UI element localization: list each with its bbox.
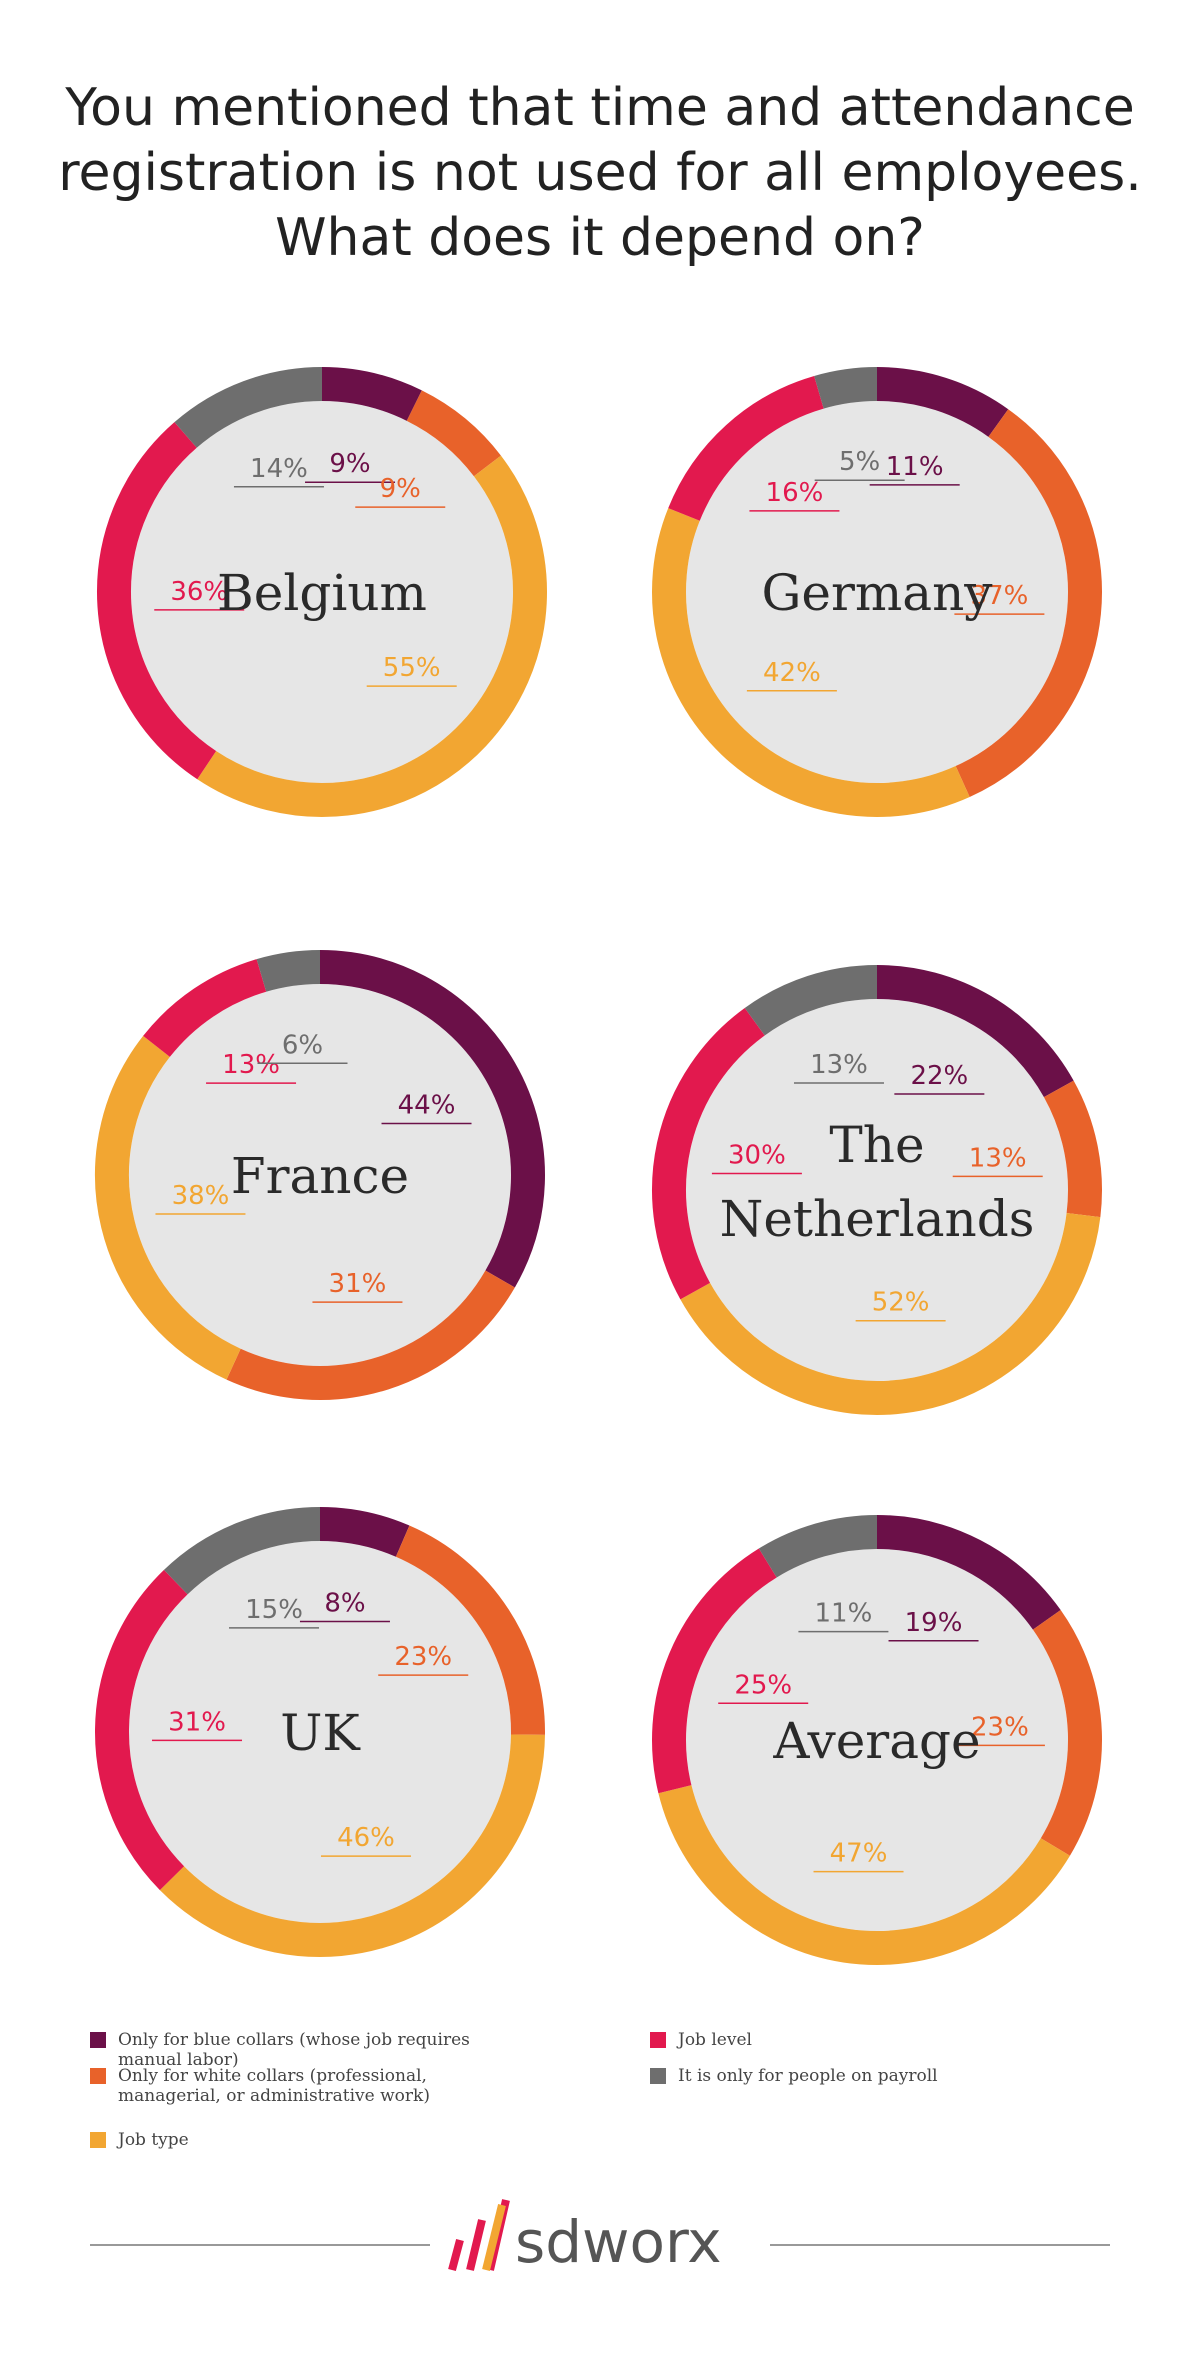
donut-segment (876, 965, 1074, 1098)
donut-segment (256, 950, 321, 992)
title-line: You mentioned that time and attendance (64, 78, 1134, 138)
value-label: 55% (383, 653, 441, 683)
title-line: What does it depend on? (275, 208, 925, 268)
plate (129, 984, 511, 1366)
donut-segment (174, 367, 323, 449)
value-label: 36% (170, 577, 228, 607)
value-label: 15% (245, 1595, 303, 1625)
plate (129, 1541, 511, 1923)
value-label: 5% (839, 447, 880, 477)
donut-segment (1043, 1080, 1102, 1218)
chart-title: France (231, 1147, 409, 1205)
donut-segment (95, 1035, 241, 1380)
chart-title: The Netherlands (720, 1116, 1035, 1248)
donut-segment (955, 409, 1102, 798)
value-label: 13% (969, 1143, 1027, 1173)
value-label: 8% (324, 1589, 365, 1619)
legend-swatch (650, 2032, 666, 2048)
value-label: 11% (815, 1599, 873, 1629)
donut-segment (97, 422, 217, 780)
plate (686, 1549, 1068, 1931)
value-label: 37% (970, 581, 1028, 611)
value-label: 11% (886, 452, 944, 482)
chart-title: Belgium (217, 564, 427, 622)
value-label: 38% (172, 1181, 230, 1211)
donut-segment (159, 1734, 545, 1957)
donut-segment (95, 1569, 188, 1891)
plate (686, 401, 1068, 783)
legend-text: Only for white collars (professional, ma… (118, 2066, 430, 2106)
title-line: registration is not used for all employe… (58, 143, 1142, 203)
plate (131, 401, 513, 783)
value-label: 31% (329, 1269, 387, 1299)
value-label: 44% (398, 1091, 456, 1121)
donut-segment (395, 1525, 545, 1735)
legend-item: Only for blue collars (whose job require… (90, 2030, 530, 2070)
legend-swatch (90, 2132, 106, 2148)
value-label: 9% (329, 449, 370, 479)
legend-text: Job level (678, 2030, 752, 2050)
legend-item: It is only for people on payroll (650, 2066, 1090, 2086)
donut-segment (744, 965, 878, 1036)
value-label: 16% (766, 478, 824, 508)
donut-segment (226, 1270, 515, 1400)
value-label: 52% (872, 1288, 930, 1318)
donut-segment (143, 959, 267, 1058)
legend-text: Only for blue collars (whose job require… (118, 2030, 470, 2070)
chart-title: UK (280, 1704, 361, 1762)
value-label: 14% (250, 454, 308, 484)
donut-segment (163, 1507, 321, 1595)
donut-segment (658, 1785, 1070, 1965)
value-label: 13% (222, 1050, 280, 1080)
donut-segment (814, 367, 878, 409)
value-label: 23% (394, 1642, 452, 1672)
value-label: 9% (380, 474, 421, 504)
donut-segment (668, 375, 824, 522)
legend-text: Job type (118, 2130, 189, 2150)
donut-segment (876, 367, 1009, 438)
value-label: 47% (830, 1839, 888, 1869)
value-label: 31% (168, 1707, 226, 1737)
value-label: 6% (282, 1030, 323, 1060)
value-label: 42% (763, 658, 821, 688)
value-label: 46% (337, 1823, 395, 1853)
donut-segment (652, 1007, 765, 1300)
value-label: 25% (734, 1670, 792, 1700)
donut-segment (406, 390, 501, 477)
value-label: 23% (971, 1712, 1029, 1742)
legend-item: Job level (650, 2030, 1090, 2050)
legend-swatch (90, 2032, 106, 2048)
brand: sdworx (515, 2208, 722, 2276)
chart-title: Average (772, 1712, 980, 1770)
logo-mark (482, 2204, 506, 2271)
chart-title: Germany (761, 564, 993, 622)
legend-swatch (90, 2068, 106, 2084)
value-label: 19% (905, 1608, 963, 1638)
value-label: 13% (810, 1050, 868, 1080)
value-label: 22% (910, 1061, 968, 1091)
donut-segment (197, 455, 547, 817)
legend-item: Job type (90, 2130, 530, 2150)
legend-item: Only for white collars (professional, ma… (90, 2066, 530, 2106)
donut-segment (319, 1507, 410, 1557)
value-label: 30% (728, 1140, 786, 1170)
donut-segment (758, 1515, 878, 1578)
donut-segment (321, 367, 422, 422)
donut-segment (680, 1212, 1101, 1415)
donut-segment (1032, 1610, 1102, 1856)
donut-segment (652, 508, 970, 817)
donut-segment (876, 1515, 1061, 1630)
legend-text: It is only for people on payroll (678, 2066, 938, 2086)
donut-segment (319, 950, 545, 1288)
legend-swatch (650, 2068, 666, 2084)
donut-segment (652, 1548, 777, 1794)
